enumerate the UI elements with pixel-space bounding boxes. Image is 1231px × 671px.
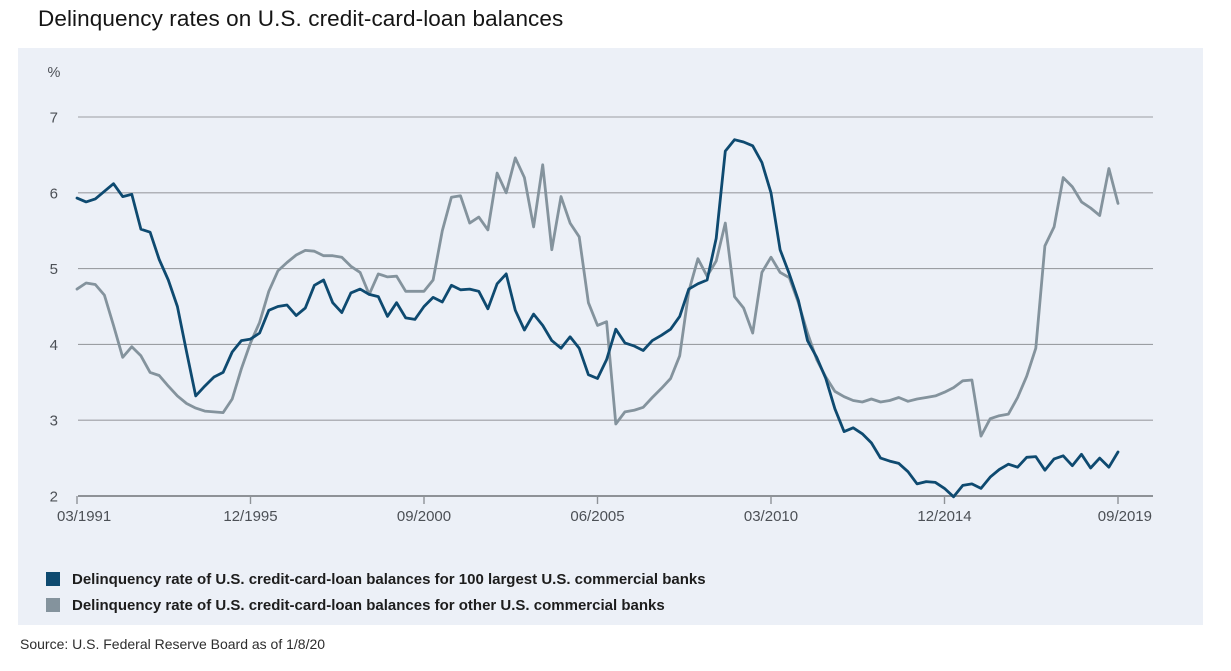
x-tick-label: 03/1991: [57, 508, 111, 525]
x-tick-label: 03/2010: [744, 508, 798, 525]
legend: Delinquency rate of U.S. credit-card-loa…: [46, 566, 706, 618]
plot-area: % 7 6 5 4 3 2 03/1991 12/1995 09/2000 06/2005 03/20…: [48, 65, 1153, 525]
series-line-largest-banks: [75, 138, 1120, 499]
legend-item-other-banks: Delinquency rate of U.S. credit-card-loa…: [46, 592, 706, 618]
chart-panel: % 7 6 5 4 3 2 03/1991 12/1995 09/2000 06/2005 03/20…: [18, 48, 1203, 625]
y-axis-unit-label: %: [48, 65, 61, 81]
chart-title: Delinquency rates on U.S. credit-card-lo…: [38, 6, 564, 31]
y-tick-label: 2: [50, 489, 58, 506]
x-tick-label: 12/1995: [223, 508, 277, 525]
legend-swatch-largest-banks: [46, 572, 60, 586]
y-tick-label: 3: [50, 413, 58, 430]
source-note: Source: U.S. Federal Reserve Board as of…: [20, 636, 326, 652]
y-tick-label: 7: [50, 110, 58, 127]
legend-item-largest-banks: Delinquency rate of U.S. credit-card-loa…: [46, 566, 706, 592]
legend-label-largest-banks: Delinquency rate of U.S. credit-card-loa…: [72, 570, 706, 588]
y-tick-label: 6: [50, 185, 58, 202]
x-tick-label: 09/2000: [397, 508, 451, 525]
series-line-other-banks: [75, 156, 1120, 438]
legend-label-other-banks: Delinquency rate of U.S. credit-card-loa…: [72, 596, 665, 614]
x-tick-label: 12/2014: [917, 508, 971, 525]
y-tick-label: 4: [50, 337, 58, 354]
x-tick-label: 06/2005: [570, 508, 624, 525]
x-tick-label: 09/2019: [1098, 508, 1152, 525]
y-tick-label: 5: [50, 261, 58, 278]
legend-swatch-other-banks: [46, 598, 60, 612]
